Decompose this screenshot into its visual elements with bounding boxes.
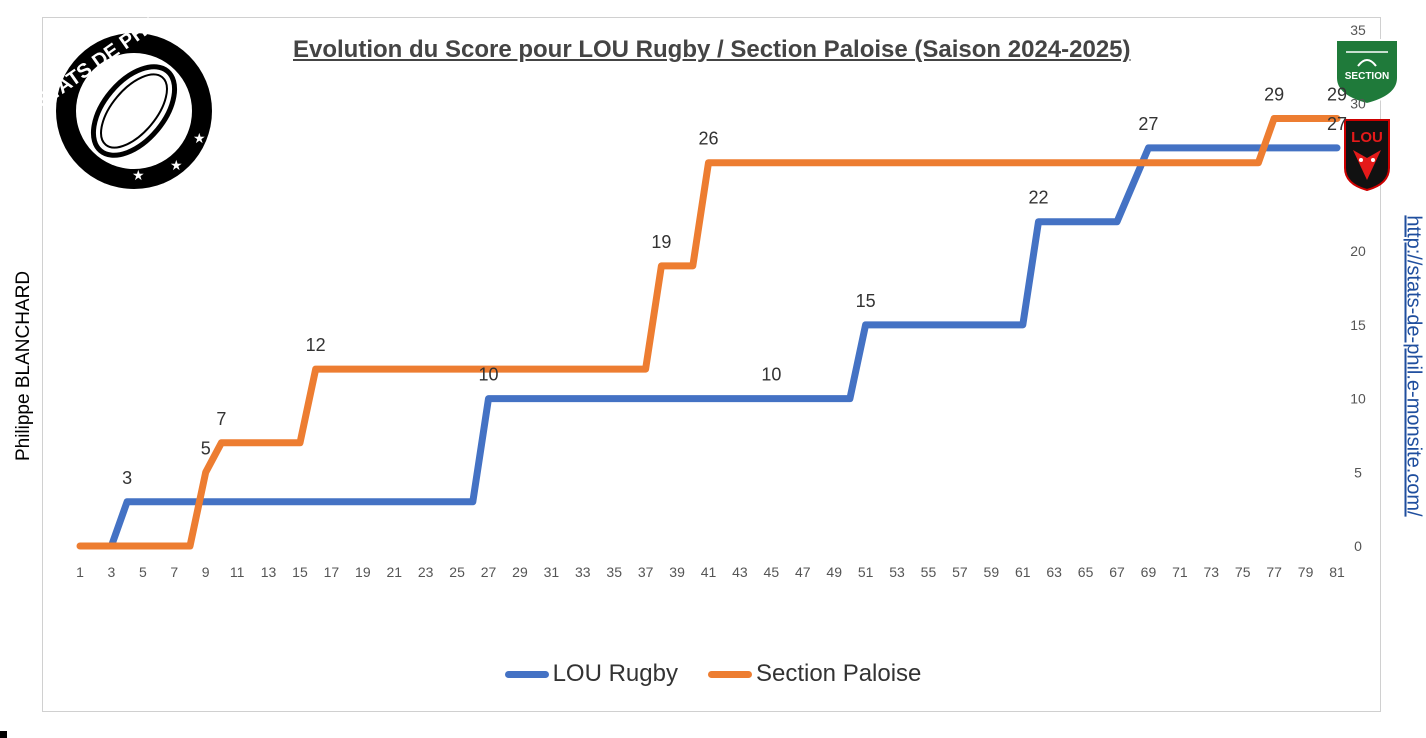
x-tick-label: 13	[261, 564, 277, 580]
x-tick-label: 31	[544, 564, 560, 580]
x-tick-label: 7	[170, 564, 178, 580]
y-tick-label: 30	[1350, 96, 1366, 112]
svg-text:★: ★	[132, 167, 145, 183]
data-label-lou-rugby: 3	[122, 468, 132, 488]
data-label-lou-rugby: 10	[479, 365, 499, 385]
x-tick-label: 39	[669, 564, 685, 580]
x-tick-label: 35	[606, 564, 622, 580]
x-tick-label: 33	[575, 564, 591, 580]
data-label-section-paloise: 26	[698, 129, 718, 149]
x-tick-label: 77	[1266, 564, 1282, 580]
legend-label-lou-rugby: LOU Rugby	[552, 660, 678, 687]
x-axis-ticks: 1 3 5 7 9 11 13 15 17 19 21 23 25 27 29 31 33 35 37 39 41 43 4…	[76, 564, 1345, 580]
x-tick-label: 75	[1235, 564, 1251, 580]
data-label-section-paloise: 7	[216, 409, 226, 429]
x-tick-label: 51	[858, 564, 874, 580]
x-tick-label: 17	[324, 564, 340, 580]
x-tick-label: 59	[984, 564, 1000, 580]
y-tick-label: 20	[1350, 243, 1366, 259]
data-label-lou-rugby: 15	[856, 291, 876, 311]
corner-mark	[0, 731, 7, 738]
legend: LOU Rugby Section Paloise	[0, 660, 1426, 688]
series-line-lou-rugby	[107, 144, 1341, 550]
x-tick-label: 55	[921, 564, 937, 580]
x-tick-label: 3	[108, 564, 116, 580]
x-tick-label: 45	[764, 564, 780, 580]
x-tick-label: 69	[1141, 564, 1157, 580]
x-tick-label: 27	[481, 564, 497, 580]
x-tick-label: 79	[1298, 564, 1314, 580]
x-tick-label: 41	[701, 564, 717, 580]
data-label-section-paloise: 29	[1264, 84, 1284, 104]
data-label-section-paloise: 12	[306, 335, 326, 355]
data-label-lou-rugby: 27	[1327, 114, 1347, 134]
series-layer	[76, 115, 1341, 550]
data-label-section-paloise: 5	[201, 438, 211, 458]
x-tick-label: 5	[139, 564, 147, 580]
x-tick-label: 47	[795, 564, 811, 580]
y-tick-label: 0	[1354, 538, 1362, 554]
svg-text:★: ★	[170, 157, 183, 173]
x-tick-label: 71	[1172, 564, 1188, 580]
x-tick-label: 25	[449, 564, 465, 580]
x-tick-label: 1	[76, 564, 84, 580]
legend-swatch-section-paloise	[707, 670, 752, 678]
x-tick-label: 15	[292, 564, 308, 580]
x-tick-label: 65	[1078, 564, 1094, 580]
x-tick-label: 63	[1046, 564, 1062, 580]
data-label-section-paloise: 19	[651, 232, 671, 252]
data-label-lou-rugby: 22	[1028, 188, 1048, 208]
y-tick-label: 15	[1350, 317, 1366, 333]
x-tick-label: 29	[512, 564, 528, 580]
chart-title: Evolution du Score pour LOU Rugby / Sect…	[293, 36, 1131, 63]
y-tick-label: 35	[1350, 22, 1366, 38]
data-label-section-paloise: 29	[1327, 84, 1347, 104]
x-tick-label: 21	[386, 564, 402, 580]
data-labels: 3 10 10 15 22 27 27 57 12 19 26 29 29	[122, 84, 1347, 487]
data-label-lou-rugby: 27	[1138, 114, 1158, 134]
x-tick-label: 57	[952, 564, 968, 580]
x-tick-label: 9	[202, 564, 210, 580]
x-tick-label: 11	[230, 564, 245, 580]
series-line-section-paloise	[76, 115, 1341, 550]
x-tick-label: 37	[638, 564, 654, 580]
y-tick-label: 10	[1350, 391, 1366, 407]
x-tick-label: 81	[1329, 564, 1345, 580]
x-tick-label: 43	[732, 564, 748, 580]
x-tick-label: 19	[355, 564, 371, 580]
legend-item-lou-rugby: LOU Rugby	[504, 660, 678, 688]
legend-swatch-lou-rugby	[504, 670, 549, 678]
x-tick-label: 49	[826, 564, 842, 580]
svg-text:★: ★	[193, 130, 206, 146]
x-tick-label: 67	[1109, 564, 1125, 580]
legend-label-section-paloise: Section Paloise	[755, 660, 922, 687]
data-label-lou-rugby: 10	[761, 365, 781, 385]
x-tick-label: 61	[1015, 564, 1031, 580]
x-tick-label: 73	[1204, 564, 1220, 580]
y-tick-label: 5	[1354, 464, 1362, 480]
legend-item-section-paloise: Section Paloise	[707, 660, 922, 688]
svg-text:LOU: LOU	[1351, 129, 1383, 146]
stats-de-phil-logo: STATS DE PHIL ★ ★ ★	[32, 10, 212, 189]
section-paloise-badge: SECTION	[1335, 39, 1399, 106]
y-axis-ticks: 0 5 10 15 20 30 35	[1350, 22, 1366, 554]
chart-frame	[42, 17, 1381, 712]
lou-badge: LOU	[1344, 119, 1390, 192]
svg-text:SECTION: SECTION	[1345, 71, 1389, 82]
x-tick-label: 23	[418, 564, 434, 580]
x-tick-label: 53	[889, 564, 905, 580]
